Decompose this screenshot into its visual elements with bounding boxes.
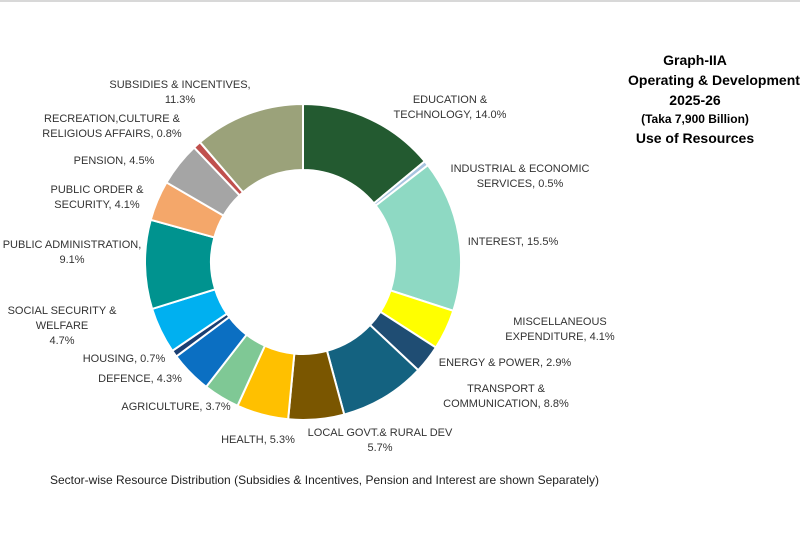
label-defence: DEFENCE, 4.3% bbox=[98, 373, 182, 385]
label-recreation-culture-religious-affairs: RECREATION,CULTURE & RELIGIOUS AFFAIRS, 0… bbox=[42, 113, 182, 140]
label-agriculture: AGRICULTURE, 3.7% bbox=[121, 401, 230, 413]
label-housing: HOUSING, 0.7% bbox=[83, 353, 166, 365]
label-transport-communication: TRANSPORT & COMMUNICATION, 8.8% bbox=[443, 383, 569, 410]
slice-labels: EDUCATION & TECHNOLOGY, 14.0% INDUSTRIAL &… bbox=[3, 79, 615, 454]
title-line-2: Operating & Development Budget bbox=[628, 72, 800, 88]
title-line-4: (Taka 7,900 Billion) bbox=[641, 112, 749, 126]
label-public-administration: PUBLIC ADMINISTRATION, 9.1% bbox=[3, 239, 142, 266]
title-line-3: 2025-26 bbox=[669, 92, 721, 108]
donut-slices bbox=[144, 102, 462, 421]
label-pension: PENSION, 4.5% bbox=[74, 155, 155, 167]
label-health: HEALTH, 5.3% bbox=[221, 434, 295, 446]
label-industrial-economic-services: INDUSTRIAL & ECONOMIC SERVICES, 0.5% bbox=[451, 163, 590, 190]
label-miscellaneous-expenditure: MISCELLANEOUS EXPENDITURE, 4.1% bbox=[505, 316, 615, 343]
label-energy-power: ENERGY & POWER, 2.9% bbox=[439, 357, 572, 369]
slice-subsidies-incentives bbox=[198, 102, 304, 194]
label-local-govt-rural-dev: LOCAL GOVT.& RURAL DEV 5.7% bbox=[308, 427, 453, 454]
label-public-order-security: PUBLIC ORDER & SECURITY, 4.1% bbox=[51, 184, 145, 211]
chart-caption: Sector-wise Resource Distribution (Subsi… bbox=[50, 473, 599, 487]
title-line-5: Use of Resources bbox=[635, 130, 755, 146]
label-education-technology: EDUCATION & TECHNOLOGY, 14.0% bbox=[394, 94, 507, 121]
label-interest: INTEREST, 15.5% bbox=[468, 236, 559, 248]
top-divider bbox=[0, 0, 800, 2]
chart-title: Graph-IIA Operating & Development Budget… bbox=[560, 50, 800, 148]
label-subsidies-incentives: SUBSIDIES & INCENTIVES, 11.3% bbox=[109, 79, 250, 106]
title-line-1: Graph-IIA bbox=[663, 52, 727, 68]
label-social-security-welfare: SOCIAL SECURITY & WELFARE 4.7% bbox=[8, 305, 117, 347]
